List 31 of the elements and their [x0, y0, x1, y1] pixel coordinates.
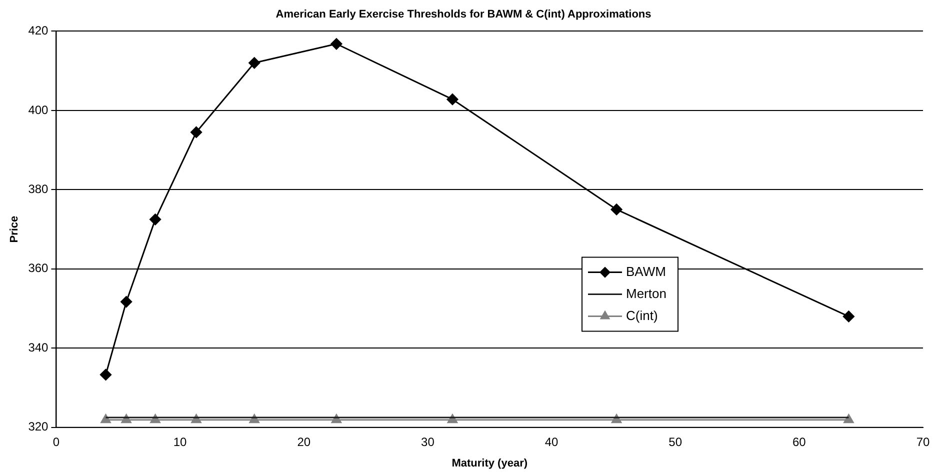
legend-label: Merton — [626, 286, 666, 301]
point — [150, 214, 162, 226]
x-tick-label: 30 — [421, 434, 435, 449]
point — [100, 368, 112, 380]
y-axis-title: Price — [8, 216, 21, 243]
point — [610, 204, 622, 216]
legend-label: C(int) — [626, 308, 658, 323]
point — [120, 296, 132, 308]
x-axis-title: Maturity (year) — [452, 457, 528, 470]
point — [100, 414, 111, 424]
x-tick-label: 70 — [916, 434, 930, 449]
x-tick-label: 40 — [544, 434, 559, 449]
y-tick-label: 380 — [28, 182, 49, 196]
x-tick-label: 50 — [668, 434, 682, 449]
point — [842, 310, 854, 322]
y-tick-label: 360 — [28, 261, 49, 276]
point — [248, 57, 260, 69]
x-tick-label: 20 — [297, 434, 311, 449]
point — [330, 38, 342, 50]
legend-label: BAWM — [626, 264, 666, 279]
y-tick-label: 420 — [28, 24, 49, 38]
point — [190, 126, 202, 138]
y-tick-label: 340 — [28, 340, 49, 354]
x-tick-label: 10 — [173, 434, 188, 449]
y-tick-label: 320 — [28, 420, 49, 434]
chart-title: American Early Exercise Thresholds for BAWM & C(int) Approximations — [276, 8, 652, 21]
point — [446, 94, 458, 106]
point — [844, 414, 854, 424]
y-tick-label: 400 — [28, 102, 49, 117]
x-tick-label: 60 — [792, 434, 806, 449]
x-tick-label: 0 — [52, 434, 60, 449]
